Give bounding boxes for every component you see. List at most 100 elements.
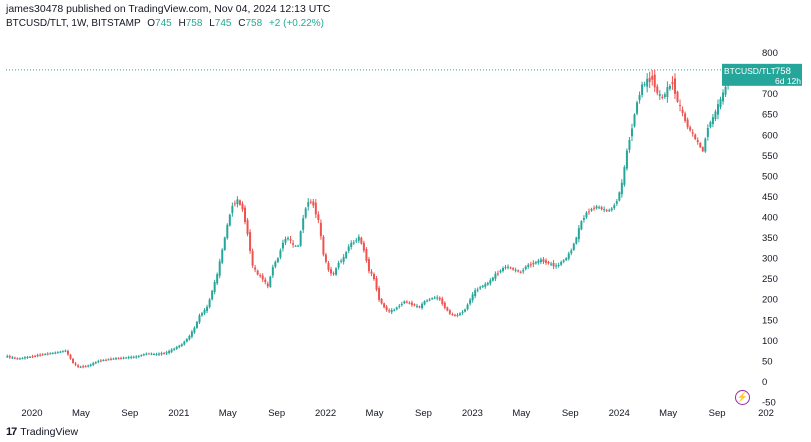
candle-body <box>575 237 578 244</box>
candle-body <box>646 78 649 87</box>
candle-body <box>694 134 697 140</box>
candle-body <box>453 314 456 316</box>
candle-body <box>458 313 461 315</box>
publish-text: james30478 published on TradingView.com,… <box>6 3 331 15</box>
candle-body <box>709 122 712 127</box>
candle-body <box>281 242 284 249</box>
symbol-name[interactable]: BTCUSD/TLT, 1W, BITSTAMP <box>6 18 141 29</box>
candle-body <box>560 261 563 265</box>
candle-body <box>312 201 315 206</box>
candle-body <box>630 128 633 137</box>
candle-body <box>11 357 14 359</box>
x-tick-label: 2023 <box>462 408 483 419</box>
candle-body <box>714 111 717 120</box>
candle-body <box>653 74 656 88</box>
candle-body <box>610 208 613 211</box>
candle-body <box>623 167 626 185</box>
candle-body <box>322 236 325 255</box>
x-tick-label: May <box>72 408 90 419</box>
candle-body <box>314 202 317 215</box>
candle-body <box>562 260 565 262</box>
candle-body <box>332 273 335 275</box>
y-tick-label: 400 <box>762 213 778 224</box>
candle-body <box>8 356 11 358</box>
candle-body <box>378 288 381 300</box>
candle-body <box>41 354 44 356</box>
candle-body <box>590 208 593 211</box>
candle-body <box>84 366 87 368</box>
candle-body <box>287 237 290 240</box>
candle-body <box>542 259 545 262</box>
candle-body <box>380 299 383 304</box>
y-tick-label: 350 <box>762 233 778 244</box>
candle-body <box>79 366 82 368</box>
candle-body <box>44 353 47 355</box>
candle-body <box>517 270 520 272</box>
candle-body <box>21 358 24 360</box>
candle-body <box>163 353 166 355</box>
candle-body <box>56 352 59 354</box>
candle-body <box>246 220 249 235</box>
x-axis[interactable]: 2020 May Sep 2021 May Sep 2022 May Sep 2023 May Sep… <box>21 408 774 419</box>
candle-body <box>512 268 515 270</box>
x-tick-label: 2024 <box>609 408 630 419</box>
candle-body <box>643 84 646 86</box>
candle-body <box>474 290 477 297</box>
candle-body <box>46 353 49 355</box>
candle-body <box>400 303 403 305</box>
candle-body <box>656 86 659 93</box>
candle-body <box>233 203 236 205</box>
candle-body <box>54 352 57 354</box>
price-tag-value: 758 <box>775 66 791 77</box>
candle-body <box>570 250 573 254</box>
candle-body <box>600 207 603 210</box>
candle-body <box>170 349 173 352</box>
candle-body <box>319 222 322 237</box>
candle-body <box>489 280 492 284</box>
price-tag-countdown: 6d 12h <box>775 76 801 86</box>
candle-body <box>393 309 396 311</box>
candle-body <box>565 258 568 261</box>
y-tick-label: 0 <box>762 377 767 388</box>
candle-body <box>309 201 312 203</box>
x-tick-label: 2021 <box>168 408 189 419</box>
candle-body <box>125 357 128 359</box>
candle-body <box>102 360 105 362</box>
y-axis[interactable]: 8007507006506005505004504003503002502001… <box>762 48 778 408</box>
candle-body <box>29 356 32 358</box>
candle-body <box>524 266 527 270</box>
price-tag: BTCUSD/TLT 758 6d 12h <box>722 63 802 86</box>
candle-body <box>572 243 575 250</box>
candle-body <box>74 363 77 365</box>
candle-body <box>479 287 482 289</box>
candle-body <box>122 357 125 359</box>
candle-body <box>297 245 300 247</box>
candle-body <box>104 359 107 361</box>
candle-body <box>213 282 216 292</box>
x-tick-label: 202 <box>758 408 774 419</box>
candle-body <box>249 232 252 251</box>
footer-brand[interactable]: 17 TradingView <box>6 426 78 438</box>
candle-body <box>160 353 163 355</box>
candle-body <box>109 358 112 360</box>
lightning-icon[interactable]: ⚡ <box>735 390 750 405</box>
candle-body <box>595 206 598 209</box>
x-tick-label: Sep <box>121 408 138 419</box>
candle-body <box>704 138 707 152</box>
candle-body <box>481 285 484 287</box>
candle-body <box>307 202 310 207</box>
y-tick-label: -50 <box>762 398 776 409</box>
candle-body <box>423 301 426 305</box>
candle-body <box>438 297 441 300</box>
candle-body <box>383 303 386 308</box>
candle-body <box>254 267 257 270</box>
candle-body <box>266 283 269 287</box>
candle-body <box>241 203 244 210</box>
x-tick-label: Sep <box>709 408 726 419</box>
candle-body <box>117 358 120 360</box>
candle-body <box>223 237 226 250</box>
candle-body <box>259 275 262 277</box>
candle-body <box>395 307 398 310</box>
candle-body <box>529 264 532 266</box>
